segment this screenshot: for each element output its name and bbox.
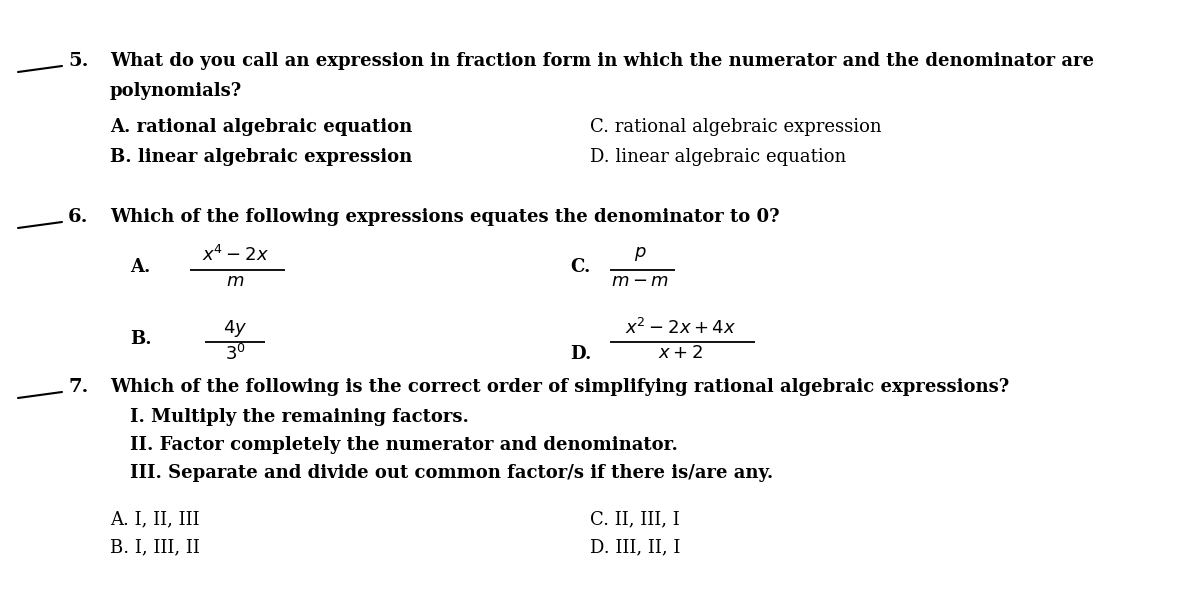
Text: D.: D.	[570, 345, 592, 363]
Text: polynomials?: polynomials?	[110, 82, 242, 100]
Text: 7.: 7.	[68, 378, 89, 396]
Text: B. linear algebraic expression: B. linear algebraic expression	[110, 148, 413, 166]
Text: 6.: 6.	[68, 208, 89, 226]
Text: C. II, III, I: C. II, III, I	[590, 510, 679, 528]
Text: 5.: 5.	[68, 52, 89, 70]
Text: II. Factor completely the numerator and denominator.: II. Factor completely the numerator and …	[130, 436, 678, 454]
Text: $m$: $m$	[226, 272, 244, 290]
Text: C. rational algebraic expression: C. rational algebraic expression	[590, 118, 882, 136]
Text: $x^4-2x$: $x^4-2x$	[202, 245, 269, 265]
Text: A.: A.	[130, 258, 150, 276]
Text: $4y$: $4y$	[223, 318, 247, 339]
Text: B.: B.	[130, 330, 151, 348]
Text: $x^2-2x+4x$: $x^2-2x+4x$	[624, 318, 736, 338]
Text: D. III, II, I: D. III, II, I	[590, 538, 680, 556]
Text: $x+2$: $x+2$	[658, 344, 702, 362]
Text: B. I, III, II: B. I, III, II	[110, 538, 200, 556]
Text: D. linear algebraic equation: D. linear algebraic equation	[590, 148, 846, 166]
Text: $p$: $p$	[634, 245, 647, 263]
Text: A. rational algebraic equation: A. rational algebraic equation	[110, 118, 413, 136]
Text: Which of the following is the correct order of simplifying rational algebraic ex: Which of the following is the correct or…	[110, 378, 1009, 396]
Text: Which of the following expressions equates the denominator to 0?: Which of the following expressions equat…	[110, 208, 780, 226]
Text: What do you call an expression in fraction form in which the numerator and the d: What do you call an expression in fracti…	[110, 52, 1094, 70]
Text: C.: C.	[570, 258, 590, 276]
Text: III. Separate and divide out common factor/s if there is/are any.: III. Separate and divide out common fact…	[130, 464, 773, 482]
Text: $3^0$: $3^0$	[224, 344, 246, 364]
Text: $m-m$: $m-m$	[611, 272, 668, 290]
Text: I. Multiply the remaining factors.: I. Multiply the remaining factors.	[130, 408, 469, 426]
Text: A. I, II, III: A. I, II, III	[110, 510, 199, 528]
